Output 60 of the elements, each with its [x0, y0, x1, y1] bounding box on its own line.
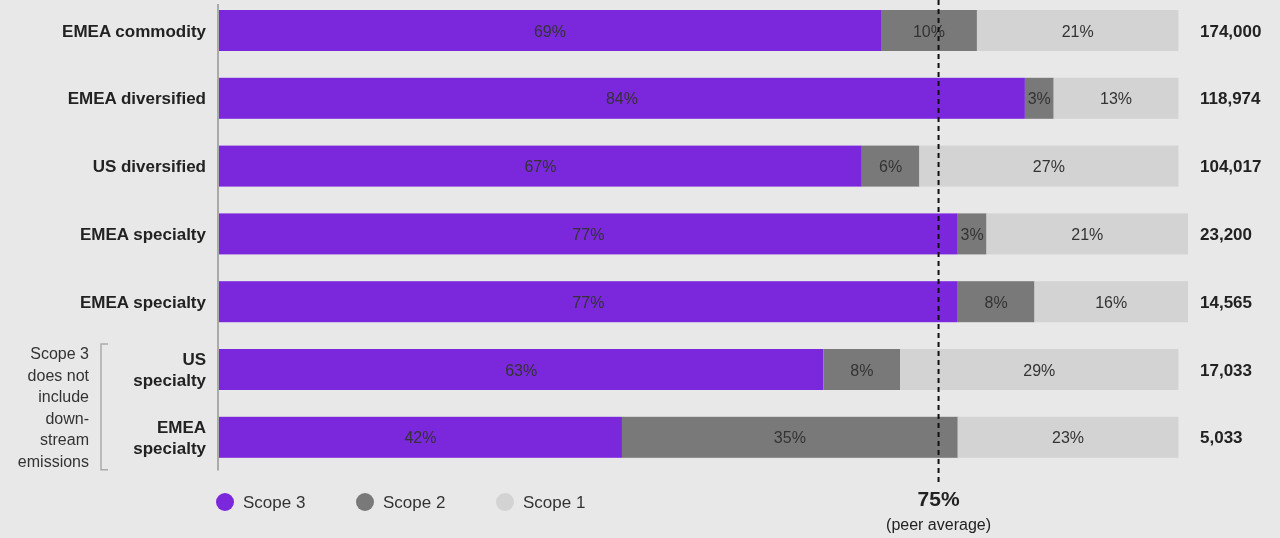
y-tick-label: EMEA specialty — [80, 292, 207, 312]
data-label: 6% — [879, 158, 903, 176]
bar — [880, 10, 977, 51]
bar — [219, 416, 622, 458]
text: 14,565 — [1200, 292, 1252, 312]
bar — [823, 349, 901, 390]
data-label: 35% — [773, 429, 806, 447]
data-label: 77% — [572, 293, 605, 311]
bar — [219, 349, 824, 390]
data-label: 23% — [1052, 429, 1085, 447]
bar — [1034, 281, 1188, 323]
data-label: 13% — [1100, 90, 1133, 108]
data-label: 16% — [1095, 293, 1128, 311]
legend-label: Scope 3 — [243, 493, 306, 512]
bar — [957, 416, 1179, 458]
text: Scope 3 does not include down-stream emissions — [17, 345, 90, 470]
y-tick-label: EMEA commodity — [62, 21, 207, 41]
data-label: 21% — [1061, 22, 1094, 40]
legend-label: Scope 2 — [383, 493, 446, 512]
data-label: 27% — [1032, 158, 1065, 176]
text: 17,033 — [1200, 360, 1252, 380]
data-label: 10% — [912, 22, 945, 40]
bar — [976, 10, 1179, 51]
text: (peer average) — [886, 516, 992, 533]
data-label: 3% — [960, 225, 984, 243]
y-tick-label: EMEA specialty — [133, 417, 207, 458]
text: 104,017 — [1200, 157, 1262, 177]
bar — [219, 10, 881, 51]
data-label: 21% — [1071, 225, 1104, 243]
data-label: 42% — [404, 429, 437, 447]
legend-label: Scope 1 — [523, 493, 586, 512]
bar — [957, 281, 1035, 323]
data-label: 8% — [984, 293, 1008, 311]
bar — [219, 145, 862, 187]
y-tick-label: US diversified — [92, 157, 206, 177]
text: 174,000 — [1200, 21, 1262, 41]
text: 5,033 — [1200, 428, 1243, 448]
data-label: 29% — [1023, 361, 1056, 379]
bar — [1053, 77, 1179, 119]
data-label: 69% — [533, 22, 567, 40]
data-label: 3% — [1027, 90, 1051, 108]
ref-line-label: 75% — [917, 487, 960, 510]
bar — [986, 213, 1188, 255]
bar — [219, 281, 958, 323]
y-tick-label: EMEA diversified — [67, 89, 206, 109]
text: 23,200 — [1200, 224, 1252, 244]
bar — [919, 145, 1179, 187]
bar — [621, 416, 958, 458]
data-label: 67% — [524, 158, 557, 176]
y-tick-label: EMEA specialty — [80, 224, 207, 244]
data-label: 63% — [505, 361, 538, 379]
bar — [219, 77, 1025, 119]
text: 118,974 — [1200, 89, 1262, 109]
bar — [861, 145, 920, 187]
data-label: 8% — [850, 361, 874, 379]
bar — [900, 349, 1179, 390]
data-label: 77% — [572, 225, 605, 243]
y-tick-label: US specialty — [133, 350, 207, 390]
bar — [219, 213, 958, 255]
data-label: 84% — [605, 90, 638, 108]
